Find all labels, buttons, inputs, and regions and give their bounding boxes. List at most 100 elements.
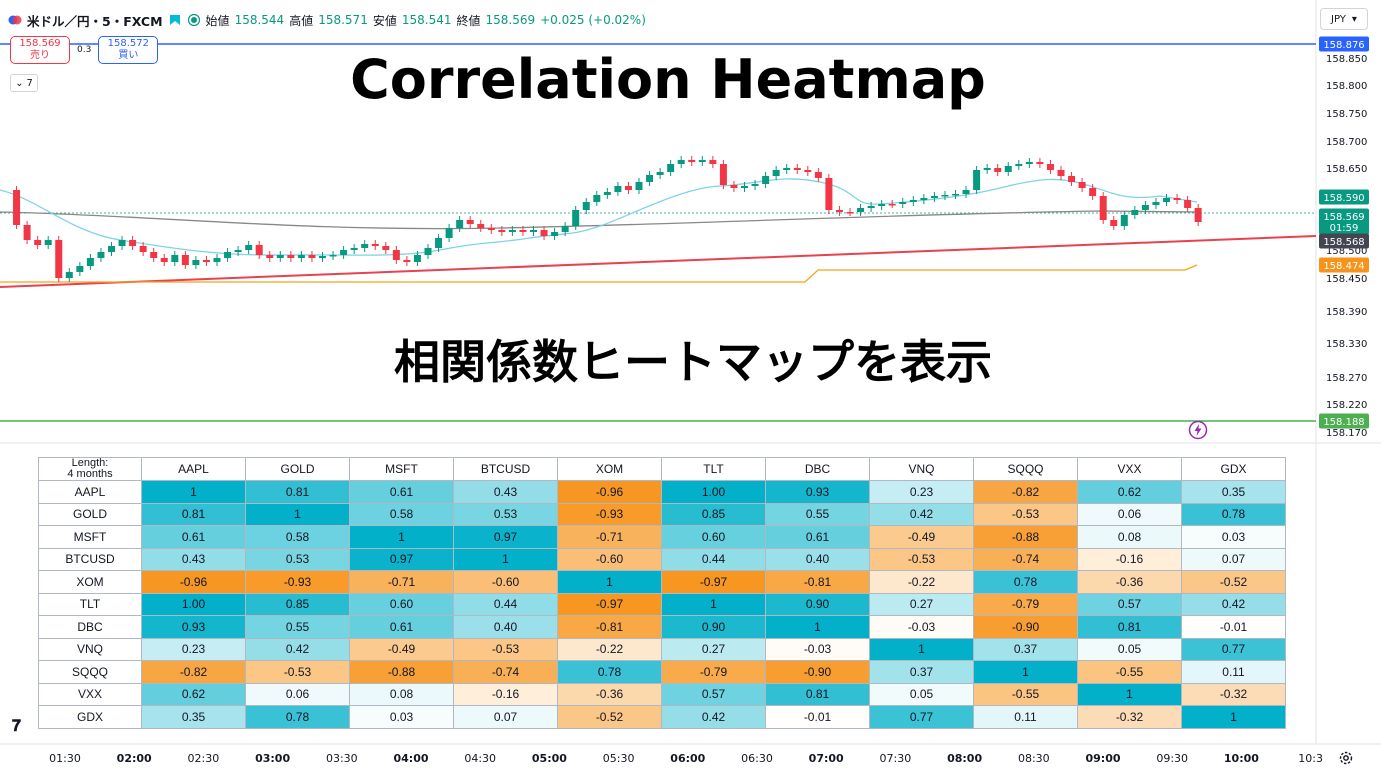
candle [793,164,801,174]
heatmap-column-header: GDX [1181,457,1286,481]
price-tick: 158.500 [1326,246,1367,257]
close-value: 158.569 [485,13,536,27]
price-label: 158.590 [1319,189,1369,205]
heatmap-cell: 0.43 [141,547,246,571]
heatmap-row-label: TLT [38,592,142,616]
candle [245,241,253,254]
candle [551,228,559,240]
gear-icon[interactable] [1338,750,1354,766]
candle [973,166,981,194]
heatmap-cell: -0.90 [973,615,1078,639]
heatmap-cell: 0.44 [453,592,558,616]
heatmap-cell: 0.42 [1181,592,1286,616]
heatmap-cell: -0.71 [557,525,662,549]
candle [804,166,812,176]
candle [1131,206,1139,219]
heatmap-row-label: BTCUSD [38,547,142,571]
heatmap-header-row: Length: 4 months AAPL GOLD MSFT BTCUSD XOM TL… [38,457,1286,481]
heatmap-cell: -0.03 [765,637,870,661]
heatmap-cell: -0.16 [1077,547,1182,571]
heatmap-cell: 0.58 [349,502,454,526]
heatmap-cell: 1 [557,570,662,594]
price-label-text: 158.568 [1323,237,1364,248]
heatmap-cell: -0.52 [1181,570,1286,594]
heatmap-cell: 1 [349,525,454,549]
trend-line [0,235,1317,288]
heatmap-row-label: GDX [38,705,142,729]
candle [1152,198,1160,209]
sell-button[interactable]: 158.569 売り [10,36,70,64]
price-tick: 158.270 [1326,373,1367,384]
heatmap-cell: -0.81 [557,615,662,639]
heatmap-cell: 0.78 [1181,502,1286,526]
indicators-toggle-button[interactable]: ⌄ 7 [10,74,38,92]
change-value: +0.025 (+0.02%) [540,13,646,27]
candle [456,216,464,232]
heatmap-row: MSFT 0.61 0.58 1 0.97 -0.71 0.60 0.61 -0.49 -0.88… [38,525,1286,549]
market-status-icon [187,13,200,27]
time-tick: 04:30 [464,752,497,765]
candle [561,222,569,236]
heatmap-cell: 0.40 [765,547,870,571]
candle [287,251,295,262]
market-icon[interactable] [168,13,182,27]
heatmap-cell: -0.79 [973,592,1078,616]
candle [772,166,780,180]
time-tick: 08:00 [947,752,983,765]
heatmap-row-label: VXX [38,682,142,706]
trade-panel: 158.569 売り 0.3 158.572 買い [10,36,159,64]
heatmap-cell: 0.61 [765,525,870,549]
time-axis[interactable]: 01:30 02:00 02:30 03:00 03:30 04:00 04:30 05:00… [0,744,1381,770]
heatmap-cell: 0.35 [141,705,246,729]
candle [646,171,654,186]
heatmap-cell: -0.32 [1077,705,1182,729]
heatmap-cell: 0.06 [1077,502,1182,526]
heatmap-row: GOLD 0.81 1 0.58 0.53 -0.93 0.85 0.55 0.42 -0.53 0… [38,502,1286,526]
heatmap-cell: 0.61 [141,525,246,549]
heatmap-cell: -0.96 [557,480,662,504]
candle [1089,184,1097,200]
heatmap-cell: 0.11 [1181,660,1286,684]
candle [1120,211,1128,230]
heatmap-row-label: AAPL [38,480,142,504]
candle [783,164,791,174]
candle [371,240,379,250]
heatmap-column-header: MSFT [349,457,454,481]
candle [593,191,601,206]
candle [857,204,865,216]
tradingview-logo[interactable]: 𝟕 [12,716,21,735]
currency-select[interactable]: JPY ▾ [1320,8,1368,30]
candle [751,180,759,190]
buy-button[interactable]: 158.572 買い [98,36,159,64]
symbol-name[interactable]: 米ドル／円・5・FXCM [27,13,163,29]
heatmap-row-label: MSFT [38,525,142,549]
candle [1184,196,1192,212]
lightning-icon[interactable] [1188,420,1208,440]
open-value: 158.544 [234,13,285,27]
candle [392,246,400,264]
candle [424,244,432,259]
heatmap-column-header: DBC [765,457,870,481]
heatmap-cell: 0.78 [973,570,1078,594]
candle [1099,192,1107,224]
heatmap-cell: -0.53 [869,547,974,571]
candle [192,256,200,269]
heatmap-cell: -0.36 [557,682,662,706]
candle [603,188,611,199]
buy-price: 158.572 [107,38,149,49]
heatmap-cell: 0.53 [453,502,558,526]
candle [382,242,390,254]
spread-value: 0.3 [77,45,92,55]
heatmap-cell: -0.16 [453,682,558,706]
heatmap-cell: -0.01 [1181,615,1286,639]
candle [698,156,706,166]
candle [108,242,115,256]
heatmap-cell: 0.60 [661,525,766,549]
heatmap-cell: -0.90 [765,660,870,684]
time-tick: 10:3 [1298,752,1323,765]
candle [941,191,949,200]
heatmap-column-header: AAPL [141,457,246,481]
candle [920,194,928,204]
heatmap-cell: -0.53 [453,637,558,661]
